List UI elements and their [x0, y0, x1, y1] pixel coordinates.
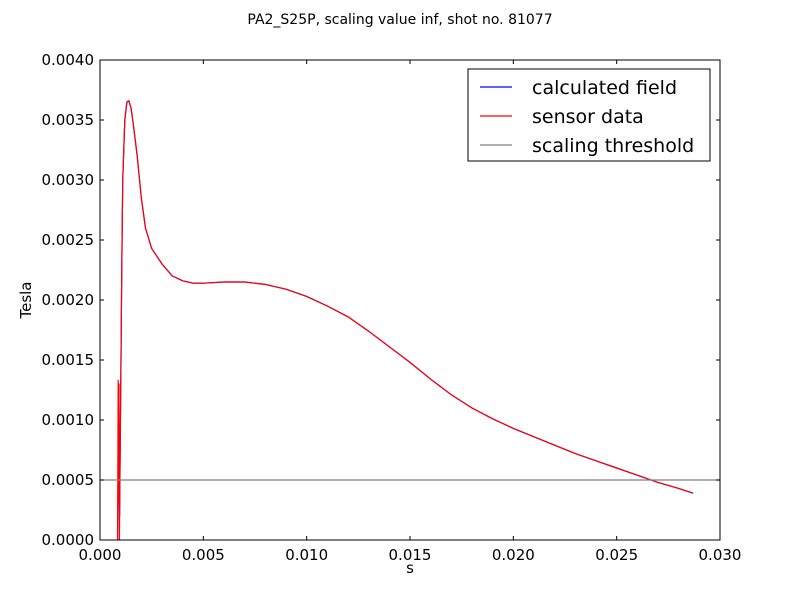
y-tick-label: 0.0020: [42, 291, 95, 309]
y-tick-label: 0.0035: [42, 111, 95, 129]
x-axis-label: s: [406, 559, 414, 577]
y-tick-label: 0.0010: [42, 411, 95, 429]
series-layer: [100, 100, 720, 541]
x-tick-label: 0.020: [492, 546, 535, 564]
y-tick-label: 0.0030: [42, 171, 95, 189]
legend-box: [467, 68, 711, 162]
y-tick-label: 0.0025: [42, 231, 95, 249]
legend: calculated field sensor data scaling thres…: [467, 68, 711, 162]
x-tick-label: 0.000: [79, 546, 122, 564]
series-line-sensor-data: [116, 100, 694, 541]
legend-entries: calculated field sensor data scaling thres…: [480, 77, 694, 157]
y-tick-label: 0.0015: [42, 351, 95, 369]
y-tick-label: 0.0040: [42, 51, 95, 69]
y-tick-label: 0.0005: [42, 471, 95, 489]
legend-label-calculated-field: calculated field: [532, 77, 677, 99]
x-tick-label: 0.015: [389, 546, 432, 564]
legend-label-scaling-threshold: scaling threshold: [532, 135, 694, 157]
tick-layer: 0.000 0.005 0.010 0.015 0.020 0.025 0.030 0.000…: [42, 51, 742, 564]
chart-title: PA2_S25P, scaling value inf, shot no. 81…: [247, 12, 552, 28]
x-tick-label: 0.025: [595, 546, 638, 564]
y-axis-label: Tesla: [17, 281, 35, 319]
legend-label-sensor-data: sensor data: [532, 106, 644, 128]
x-tick-label: 0.005: [182, 546, 225, 564]
x-tick-label: 0.030: [699, 546, 742, 564]
y-tick-label: 0.0000: [42, 531, 95, 549]
x-tick-label: 0.010: [285, 546, 328, 564]
